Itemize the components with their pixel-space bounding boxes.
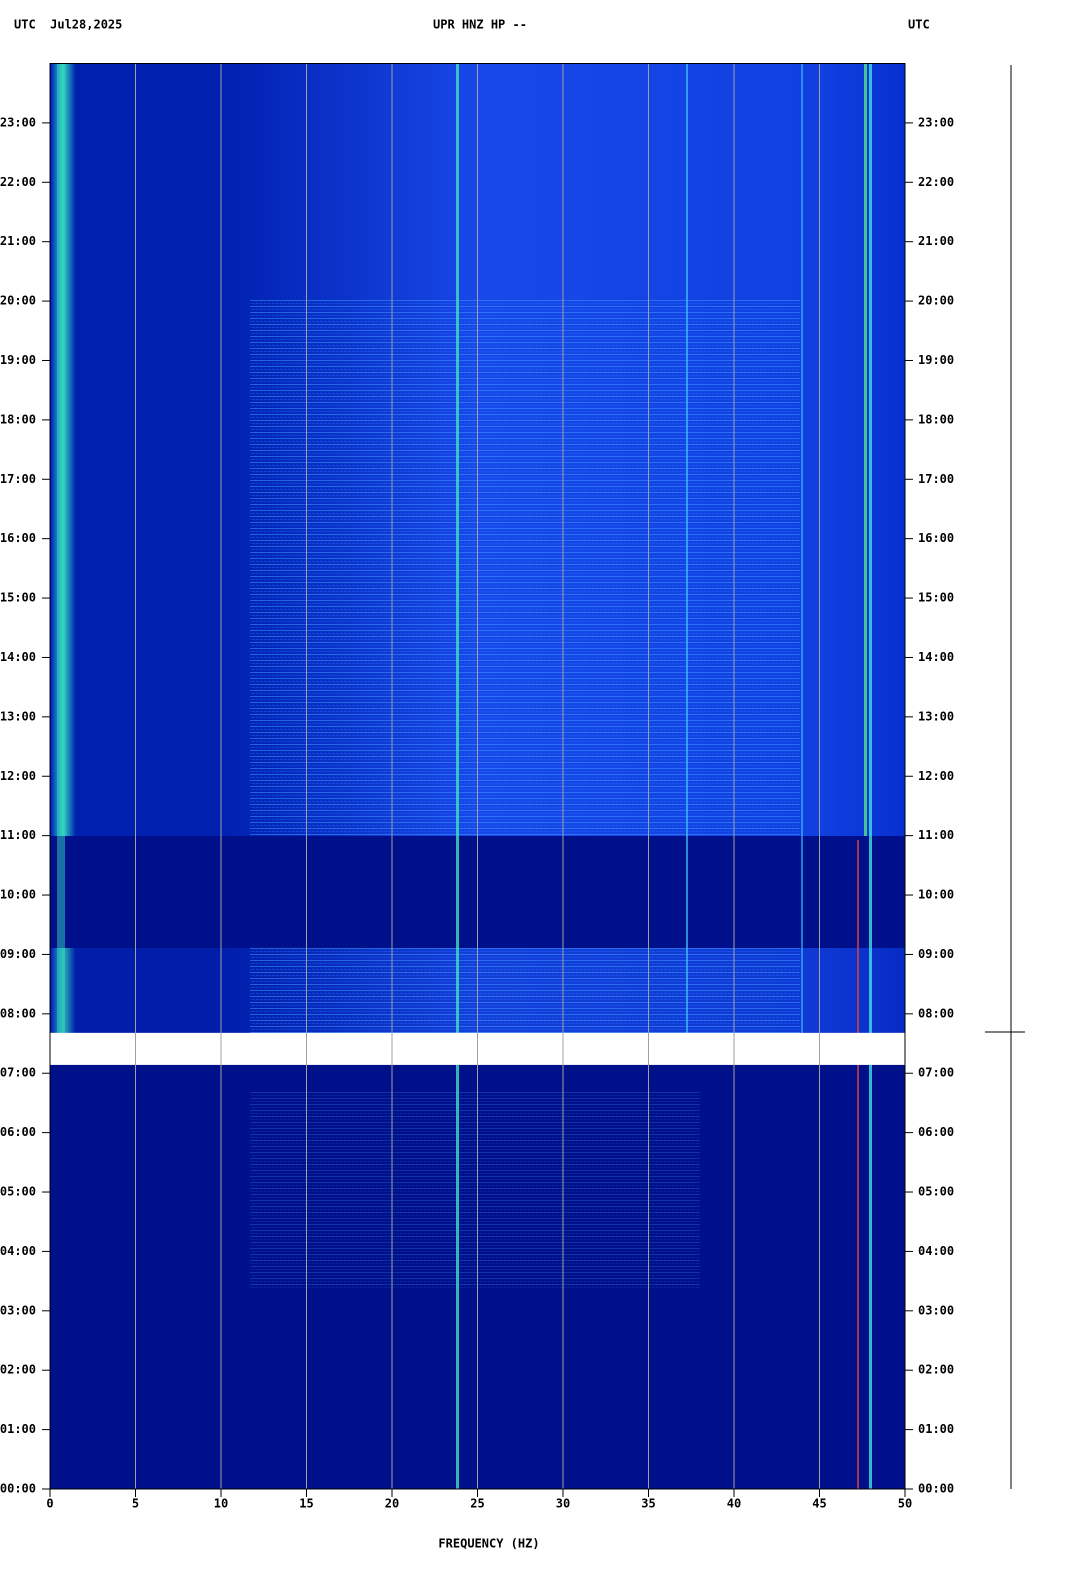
y-tick-label: 18:00: [0, 412, 36, 426]
y-tick-label: 09:00: [918, 947, 954, 961]
y-tick-label: 20:00: [0, 294, 36, 308]
y-tick-label: 01:00: [0, 1422, 36, 1436]
y-tick-label: 14:00: [0, 650, 36, 664]
y-tick-label: 19:00: [918, 353, 954, 367]
y-tick-label: 02:00: [0, 1363, 36, 1377]
y-tick-label: 11:00: [918, 828, 954, 842]
y-tick-label: 11:00: [0, 828, 36, 842]
y-tick-label: 09:00: [0, 947, 36, 961]
y-tick-label: 16:00: [918, 531, 954, 545]
y-tick-label: 12:00: [918, 769, 954, 783]
y-tick-label: 05:00: [0, 1185, 36, 1199]
y-tick-label: 16:00: [0, 531, 36, 545]
y-tick-label: 20:00: [918, 294, 954, 308]
right-label: UTC: [908, 18, 930, 32]
x-tick-label: 50: [898, 1497, 912, 1511]
x-tick-label: 10: [214, 1497, 228, 1511]
y-tick-label: 12:00: [0, 769, 36, 783]
y-tick-label: 17:00: [0, 472, 36, 486]
y-tick-label: 02:00: [918, 1363, 954, 1377]
y-tick-label: 23:00: [0, 115, 36, 129]
y-tick-label: 19:00: [0, 353, 36, 367]
y-tick-label: 15:00: [918, 591, 954, 605]
date-label: UTC Jul28,2025: [14, 18, 122, 32]
y-tick-label: 08:00: [918, 1006, 954, 1020]
y-tick-label: 15:00: [0, 591, 36, 605]
y-tick-label: 06:00: [918, 1125, 954, 1139]
y-tick-label: 05:00: [918, 1185, 954, 1199]
y-tick-label: 22:00: [0, 175, 36, 189]
y-tick-label: 10:00: [0, 888, 36, 902]
plot-frame: [49, 63, 906, 1490]
chart-title: UPR HNZ HP --: [433, 18, 527, 32]
y-tick-label: 23:00: [918, 115, 954, 129]
x-tick-label: 40: [727, 1497, 741, 1511]
y-tick-label: 04:00: [918, 1244, 954, 1258]
y-tick-label: 08:00: [0, 1006, 36, 1020]
y-tick-label: 13:00: [0, 709, 36, 723]
x-tick-label: 25: [470, 1497, 484, 1511]
x-tick-label: 15: [299, 1497, 313, 1511]
y-tick-label: 21:00: [918, 234, 954, 248]
y-tick-label: 17:00: [918, 472, 954, 486]
y-tick-label: 06:00: [0, 1125, 36, 1139]
y-tick-label: 01:00: [918, 1422, 954, 1436]
y-tick-label: 21:00: [0, 234, 36, 248]
x-tick-label: 35: [641, 1497, 655, 1511]
y-tick-label: 22:00: [918, 175, 954, 189]
x-axis-label: FREQUENCY (HZ): [438, 1537, 539, 1551]
x-tick-label: 5: [132, 1497, 139, 1511]
x-tick-label: 45: [812, 1497, 826, 1511]
y-tick-label: 03:00: [918, 1303, 954, 1317]
y-tick-label: 00:00: [918, 1482, 954, 1496]
x-tick-label: 20: [385, 1497, 399, 1511]
y-tick-label: 07:00: [918, 1066, 954, 1080]
y-tick-label: 14:00: [918, 650, 954, 664]
y-tick-label: 07:00: [0, 1066, 36, 1080]
y-tick-label: 18:00: [918, 412, 954, 426]
x-tick-label: 30: [556, 1497, 570, 1511]
x-tick-label: 0: [46, 1497, 53, 1511]
y-tick-label: 13:00: [918, 709, 954, 723]
y-tick-label: 00:00: [0, 1482, 36, 1496]
y-tick-label: 10:00: [918, 888, 954, 902]
y-tick-label: 04:00: [0, 1244, 36, 1258]
y-tick-label: 03:00: [0, 1303, 36, 1317]
